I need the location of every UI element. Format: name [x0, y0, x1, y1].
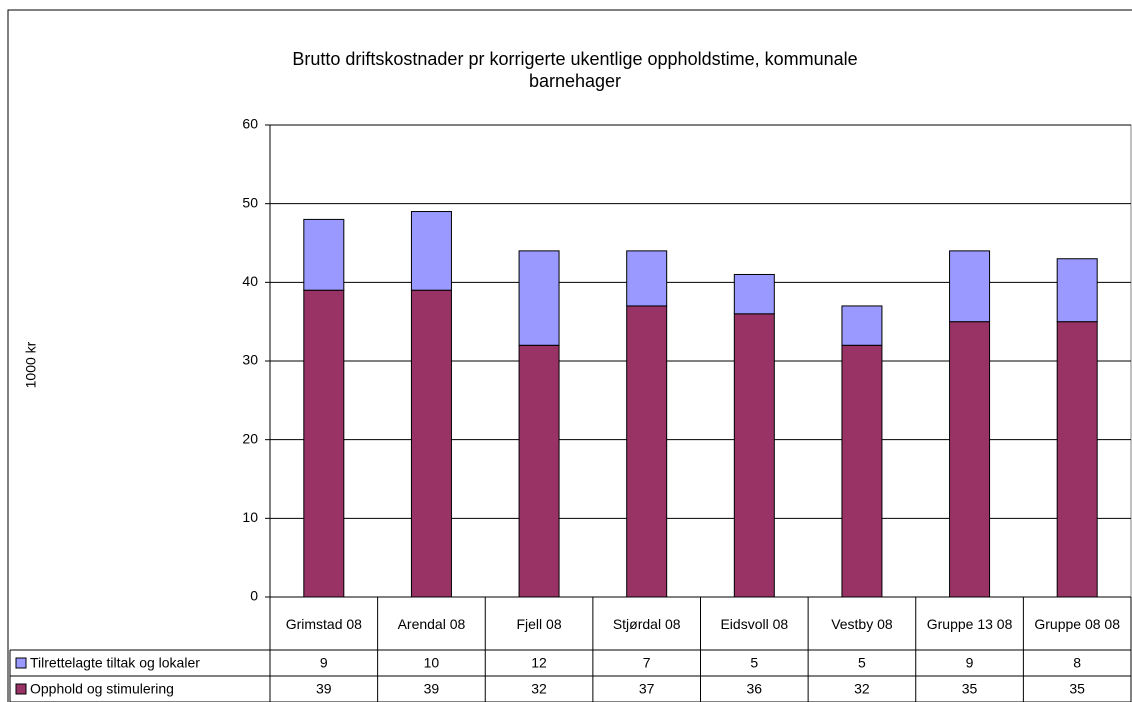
x-tick-label: Fjell 08	[516, 615, 562, 632]
table-value: 39	[424, 681, 440, 697]
table-value: 5	[750, 655, 758, 671]
title-box: Brutto driftskostnader pr korrigerte uke…	[292, 49, 858, 91]
bar-segment	[626, 250, 668, 307]
bar-segment	[733, 313, 775, 598]
bar-segment	[518, 250, 560, 346]
y-tick-label: 40	[242, 273, 258, 289]
table-value: 37	[639, 681, 655, 697]
x-tick-label: Gruppe 13 08	[926, 615, 1013, 632]
table-value: 7	[643, 655, 651, 671]
bar-segment	[518, 344, 560, 598]
y-tick-label: 20	[242, 430, 258, 446]
legend-label: Tilrettelagte tiltak og lokaler	[30, 655, 200, 671]
x-tick-label: Vestby 08	[831, 615, 893, 632]
x-tick-label-box: Arendal 08	[397, 615, 466, 632]
y-axis-label: 1000 kr	[23, 341, 39, 388]
table-value: 39	[316, 681, 332, 697]
table-value: 10	[424, 655, 440, 671]
bar-segment	[1056, 321, 1098, 598]
y-tick-label: 30	[242, 352, 258, 368]
bar-segment	[949, 321, 991, 598]
table-value: 12	[531, 655, 547, 671]
chart-title: Brutto driftskostnader pr korrigerte uke…	[292, 49, 858, 91]
table-value: 5	[858, 655, 866, 671]
bar-segment	[949, 250, 991, 323]
table-value: 36	[747, 681, 763, 697]
y-tick-label: 60	[242, 116, 258, 132]
table-value: 8	[1073, 655, 1081, 671]
table-value: 32	[531, 681, 547, 697]
y-tick-label: 10	[242, 509, 258, 525]
x-tick-label: Gruppe 08 08	[1034, 615, 1120, 632]
x-tick-label-box: Eidsvoll 08	[720, 615, 789, 632]
bar-segment	[410, 289, 452, 598]
x-tick-label-box: Gruppe 13 08	[926, 615, 1013, 632]
table-value: 35	[962, 681, 978, 697]
table-value: 9	[320, 655, 328, 671]
bar-segment	[410, 211, 452, 291]
x-tick-label: Eidsvoll 08	[720, 615, 789, 632]
y-tick-label: 50	[242, 194, 258, 210]
bar-segment	[626, 305, 668, 598]
x-tick-label: Arendal 08	[397, 615, 466, 632]
bar-segment	[733, 273, 775, 315]
y-tick-label: 0	[250, 588, 258, 604]
x-tick-label: Grimstad 08	[285, 615, 362, 632]
bar-segment	[841, 344, 883, 598]
table-value: 9	[966, 655, 974, 671]
legend-key	[15, 683, 27, 695]
x-tick-label-box: Gruppe 08 08	[1034, 615, 1120, 632]
legend-key	[15, 657, 27, 669]
legend-label: Opphold og stimulering	[30, 681, 174, 697]
bar-segment	[303, 289, 345, 598]
x-tick-label: Stjørdal 08	[612, 615, 681, 632]
table-value: 35	[1069, 681, 1085, 697]
x-tick-label-box: Fjell 08	[516, 615, 562, 632]
bar-segment	[1056, 258, 1098, 323]
x-tick-label-box: Grimstad 08	[285, 615, 362, 632]
x-tick-label-box: Vestby 08	[831, 615, 893, 632]
bar-segment	[303, 218, 345, 291]
x-tick-label-box: Stjørdal 08	[612, 615, 681, 632]
table-value: 32	[854, 681, 870, 697]
bar-segment	[841, 305, 883, 346]
